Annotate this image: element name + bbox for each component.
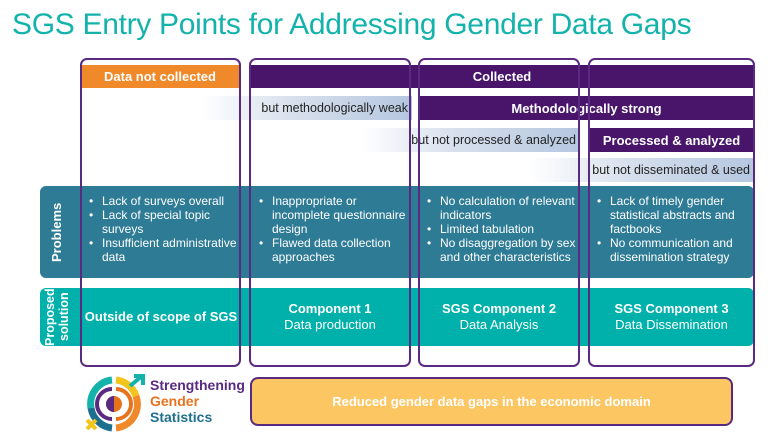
processed-analyzed-band: Processed & analyzed [589,128,754,152]
collected-band: Collected [250,65,754,88]
problem-item: No communication and dissemination strat… [594,236,756,264]
not-disseminated-label: but not disseminated & used [530,158,754,182]
logo-line-gender: Gender [150,393,200,409]
column-frame-not-collected [80,58,241,367]
column-frame-component2 [418,58,580,367]
logo-line-strengthening: Strengthening [150,377,245,393]
not-processed-label: but not processed & analyzed [360,128,580,152]
problems-row-label: Problems [49,202,64,262]
solution-cell-col2: Component 1 Data production [250,288,410,346]
solution-row-label: Proposed solution [43,288,71,346]
logo-wordmark: Strengthening Gender Statistics [150,377,245,425]
problem-item: Lack of special topic surveys [86,208,242,236]
problem-item: Insufficient administrative data [86,236,242,264]
solution-title: SGS Component 3 [614,301,729,316]
column-frame-component1 [249,58,411,367]
sgs-logo-icon [85,374,145,432]
logo-line-statistics: Statistics [150,409,213,425]
problems-list-col1: Lack of surveys overall Lack of special … [86,194,242,264]
problem-item: Inappropriate or incomplete questionnair… [256,194,410,236]
problems-list-col4: Lack of timely gender statistical abstra… [594,194,756,264]
problem-item: Flawed data collection approaches [256,236,410,264]
solution-title: Component 1 [288,301,372,316]
problem-item: Limited tabulation [424,222,586,236]
methodologically-weak-label: but methodologically weak [200,96,412,120]
page-title: SGS Entry Points for Addressing Gender D… [12,8,692,41]
solution-title: SGS Component 2 [441,301,557,316]
solution-band [40,288,754,346]
problems-list-col3: No calculation of relevant indicators Li… [424,194,586,264]
problem-item: Lack of surveys overall [86,194,242,208]
solution-cell-col4: SGS Component 3 Data Dissemination [589,288,754,346]
column-frame-component3 [588,58,755,367]
solution-title: Outside of scope of SGS [84,309,238,324]
sgs-logo [82,374,148,434]
problems-list-col2: Inappropriate or incomplete questionnair… [256,194,410,264]
methodologically-strong-band: Methodologically strong [419,96,754,120]
solution-subtitle: Data production [284,317,376,332]
outcome-box: Reduced gender data gaps in the economic… [250,377,733,426]
solution-subtitle: Data Analysis [459,317,539,332]
data-not-collected-band: Data not collected [81,65,239,88]
problem-item: No disaggregation by sex and other chara… [424,236,586,264]
solution-cell-col3: SGS Component 2 Data Analysis [419,288,579,346]
problem-item: No calculation of relevant indicators [424,194,586,222]
solution-subtitle: Data Dissemination [615,317,728,332]
problem-item: Lack of timely gender statistical abstra… [594,194,756,236]
solution-cell-col1: Outside of scope of SGS [81,288,241,346]
